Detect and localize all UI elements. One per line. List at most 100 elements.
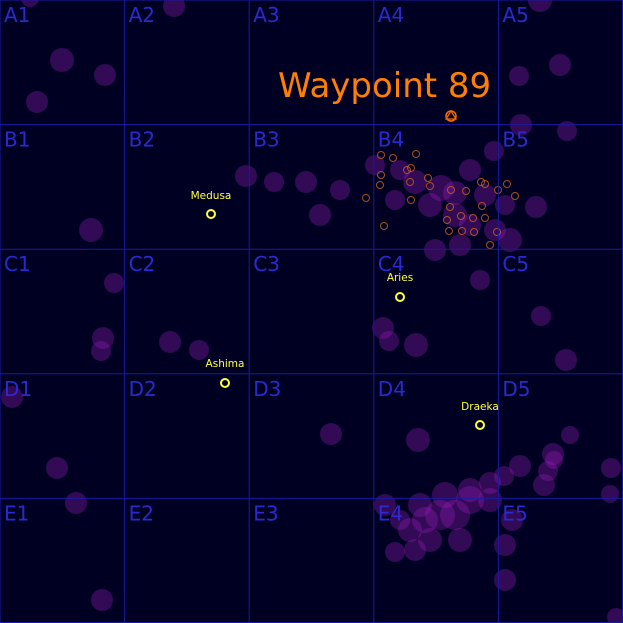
nebula-blob — [459, 214, 481, 236]
debris-ring-icon — [469, 214, 477, 222]
nebula-blob — [538, 461, 558, 481]
nebula-blob — [79, 218, 103, 242]
nebula-blob — [309, 204, 331, 226]
nebula-blob — [412, 507, 438, 533]
nebula-blob — [330, 180, 350, 200]
location-draeka[interactable]: Draeka — [461, 401, 499, 430]
debris-ring-icon — [458, 227, 466, 235]
grid-cell-label: E5 — [502, 501, 527, 525]
nebula-blob — [295, 171, 317, 193]
debris-ring-icon — [446, 203, 454, 211]
nebula-blob — [549, 54, 571, 76]
grid-cell-label: B5 — [502, 128, 528, 152]
nebula-blob — [495, 195, 515, 215]
nebula-blob — [425, 500, 455, 530]
nebula-blob — [561, 426, 579, 444]
location-marker-icon[interactable] — [220, 378, 230, 388]
grid-cell-label: C4 — [378, 252, 405, 276]
waypoint-marker-icon[interactable] — [444, 109, 458, 122]
nebula-blob — [601, 485, 619, 503]
nebula-blob — [94, 64, 116, 86]
nebula-blob — [525, 196, 547, 218]
grid-cell-label: D3 — [253, 377, 281, 401]
grid-cell-label: C3 — [253, 252, 280, 276]
debris-ring-icon — [377, 171, 385, 179]
location-label: Draeka — [461, 401, 499, 413]
nebula-blob — [458, 478, 482, 502]
nebula-blob — [533, 474, 555, 496]
debris-field-layer — [362, 150, 519, 249]
nebula-blob — [428, 175, 454, 201]
nebula-blob — [531, 306, 551, 326]
nebula-blob — [557, 121, 577, 141]
nebula-blob — [159, 331, 181, 353]
nebula-blob — [443, 203, 467, 227]
debris-ring-icon — [457, 212, 465, 220]
debris-ring-icon — [424, 174, 432, 182]
debris-ring-icon — [478, 202, 486, 210]
grid-cell-label: A1 — [4, 3, 30, 27]
grid-cell-label: B2 — [129, 128, 155, 152]
grid-cell-label: E3 — [253, 501, 278, 525]
nebula-blob — [479, 472, 501, 494]
nebula-blob — [555, 349, 577, 371]
debris-ring-icon — [389, 154, 397, 162]
grid-cell-label: C1 — [4, 252, 31, 276]
grid-cell-label: D5 — [502, 377, 530, 401]
location-marker-icon[interactable] — [206, 209, 216, 219]
nebula-blob — [50, 48, 74, 72]
nebula-blob — [408, 493, 432, 517]
nebula-blob — [418, 528, 442, 552]
debris-ring-icon — [443, 216, 451, 224]
location-marker-icon[interactable] — [475, 420, 485, 430]
grid-cell-label: D2 — [129, 377, 157, 401]
nebula-blob — [607, 608, 623, 623]
nebula-blob — [448, 528, 472, 552]
nebula-blob — [385, 190, 405, 210]
debris-ring-icon — [426, 182, 434, 190]
nebula-blob — [404, 333, 428, 357]
nebula-blob — [390, 160, 410, 180]
grid-cell-label: C5 — [502, 252, 529, 276]
nebula-blob — [542, 443, 564, 465]
nebula-blob — [374, 494, 396, 516]
nebula-blob — [104, 273, 124, 293]
nebula-blob — [456, 486, 484, 514]
nebula-blob — [601, 458, 621, 478]
nebula-blob — [424, 239, 446, 261]
grid-cell-label: A5 — [502, 3, 528, 27]
nebula-blob — [372, 317, 394, 339]
debris-ring-icon — [470, 228, 478, 236]
grid-cell-label: B3 — [253, 128, 279, 152]
nebula-blob — [459, 159, 481, 181]
grid-cell-label: E2 — [129, 501, 154, 525]
nebula-blob — [528, 0, 552, 12]
grid-cell-label: A4 — [378, 3, 404, 27]
debris-ring-icon — [481, 180, 489, 188]
nebula-blob — [21, 0, 39, 7]
nebula-blob — [65, 492, 87, 514]
nebula-blob — [398, 518, 422, 542]
location-aries[interactable]: Aries — [387, 272, 413, 302]
debris-ring-icon — [493, 228, 501, 236]
nebula-blob — [494, 569, 516, 591]
debris-ring-icon — [412, 150, 420, 158]
location-medusa[interactable]: Medusa — [191, 190, 232, 219]
nebula-blob — [545, 451, 563, 469]
nebula-blob — [418, 193, 442, 217]
location-marker-icon[interactable] — [395, 292, 405, 302]
location-ashima[interactable]: Ashima — [206, 358, 245, 388]
nebula-blob — [440, 500, 470, 530]
grid-cell-labels: A1 A2 A3 A4 A5 B1 B2 B3 B4 B5 C1 C2 C3 C4 C5 D1 D2 D3 D4 D5… — [4, 3, 531, 525]
nebula-blob — [320, 423, 342, 445]
nebula-blob — [91, 341, 111, 361]
debris-ring-icon — [362, 194, 370, 202]
debris-ring-icon — [481, 214, 489, 222]
nebula-blob — [470, 270, 490, 290]
debris-ring-icon — [486, 241, 494, 249]
nebula-blob — [264, 172, 284, 192]
debris-ring-icon — [407, 196, 415, 204]
nebula-blob — [509, 66, 529, 86]
location-label: Ashima — [206, 358, 245, 370]
